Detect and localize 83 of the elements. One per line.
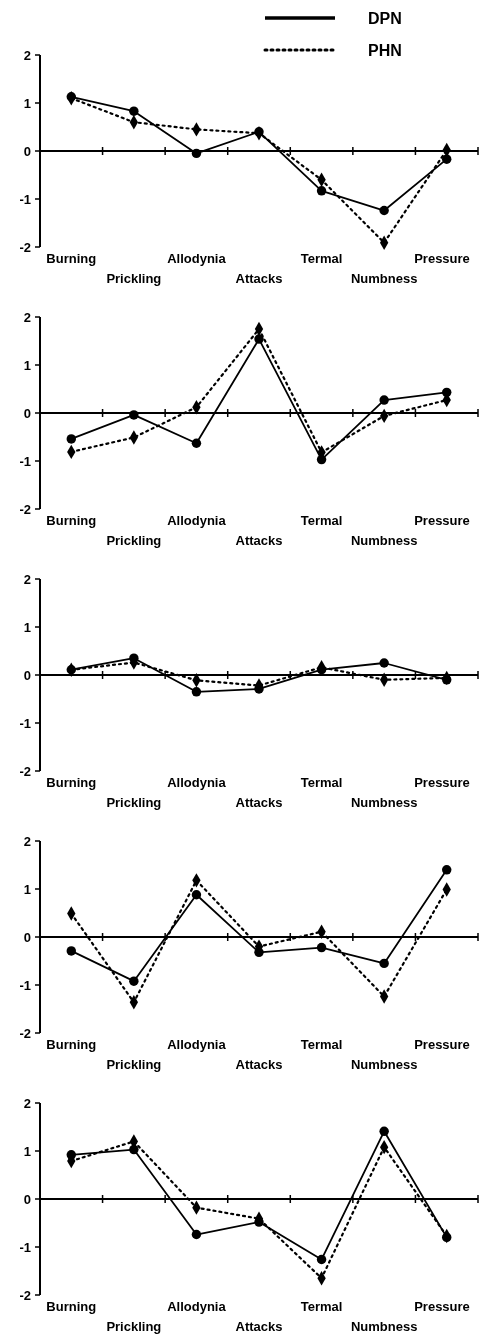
x-tick-label: Termal: [300, 251, 343, 266]
y-tick-label: -2: [19, 763, 31, 779]
x-tick-label: Allodynia: [167, 251, 227, 266]
x-tick-label: Pressure: [414, 513, 470, 528]
x-tick-label: Termal: [300, 1037, 343, 1052]
x-tick-label: Numbness: [350, 795, 418, 810]
y-tick-label: 0: [23, 929, 31, 945]
point: [379, 205, 389, 216]
x-tick-label: Numbness: [350, 1319, 418, 1334]
x-tick-label: Pressure: [414, 775, 470, 790]
point: [316, 186, 327, 196]
point: [129, 106, 139, 116]
y-tick-label: 0: [23, 405, 31, 421]
x-tick-label: Attacks: [235, 1057, 283, 1072]
y-tick-label: -2: [19, 239, 31, 255]
y-tick-label: 0: [23, 143, 31, 159]
x-tick-label: Burning: [46, 1299, 97, 1314]
point: [379, 1126, 389, 1137]
y-tick-label: -1: [19, 715, 31, 731]
y-tick-label: 1: [23, 1143, 31, 1159]
point: [316, 942, 327, 953]
x-tick-label: Pressure: [414, 1299, 470, 1314]
point: [191, 438, 202, 448]
point: [129, 410, 139, 420]
x-tick-label: Attacks: [235, 795, 283, 810]
y-tick-label: -1: [19, 977, 31, 993]
x-tick-label: Allodynia: [167, 1037, 227, 1052]
x-tick-label: Burning: [46, 775, 97, 790]
x-tick-label: Prickling: [106, 795, 162, 810]
y-tick-label: -1: [19, 453, 31, 469]
point: [254, 334, 264, 344]
point: [191, 148, 202, 159]
y-tick-label: 0: [23, 667, 31, 683]
x-tick-label: Attacks: [235, 271, 283, 286]
point: [191, 1229, 202, 1240]
x-tick-label: Burning: [46, 251, 97, 266]
point: [379, 658, 389, 668]
y-tick-label: 1: [23, 881, 31, 897]
y-tick-label: -2: [19, 1287, 31, 1303]
y-tick-label: 1: [23, 95, 31, 111]
x-tick-label: Numbness: [350, 1057, 418, 1072]
point: [316, 1254, 327, 1265]
x-tick-label: Attacks: [235, 1319, 283, 1334]
x-tick-label: Numbness: [350, 533, 418, 548]
y-tick-label: 0: [23, 1191, 31, 1207]
x-tick-label: Prickling: [106, 533, 162, 548]
y-tick-label: -1: [19, 1239, 31, 1255]
y-tick-label: 2: [23, 47, 31, 63]
y-tick-label: -2: [19, 1025, 31, 1041]
x-tick-label: Burning: [46, 513, 97, 528]
legend-label: DPN: [368, 9, 402, 27]
y-tick-label: -1: [19, 191, 31, 207]
x-tick-label: Numbness: [350, 271, 418, 286]
y-tick-label: 2: [23, 571, 31, 587]
x-tick-label: Prickling: [106, 1057, 162, 1072]
point: [129, 976, 139, 986]
x-tick-label: Termal: [300, 1299, 343, 1314]
x-tick-label: Pressure: [414, 1037, 470, 1052]
point: [191, 687, 202, 697]
point: [379, 958, 389, 969]
point: [66, 946, 77, 956]
x-tick-label: Attacks: [235, 533, 283, 548]
y-tick-label: 1: [23, 357, 31, 373]
point: [379, 395, 389, 405]
x-tick-label: Pressure: [414, 251, 470, 266]
x-tick-label: Allodynia: [167, 1299, 227, 1314]
y-tick-label: 2: [23, 833, 31, 849]
y-tick-label: 1: [23, 619, 31, 635]
y-tick-label: -2: [19, 501, 31, 517]
y-tick-label: 2: [23, 1095, 31, 1111]
point: [191, 890, 202, 900]
x-tick-label: Termal: [300, 513, 343, 528]
point: [441, 865, 452, 875]
x-tick-label: Prickling: [106, 271, 162, 286]
x-tick-label: Termal: [300, 775, 343, 790]
x-tick-label: Allodynia: [167, 513, 227, 528]
x-tick-label: Allodynia: [167, 775, 227, 790]
point: [441, 154, 452, 164]
point: [66, 434, 77, 444]
x-tick-label: Burning: [46, 1037, 97, 1052]
legend-label: PHN: [368, 41, 402, 59]
x-tick-label: Prickling: [106, 1319, 162, 1334]
y-tick-label: 2: [23, 309, 31, 325]
